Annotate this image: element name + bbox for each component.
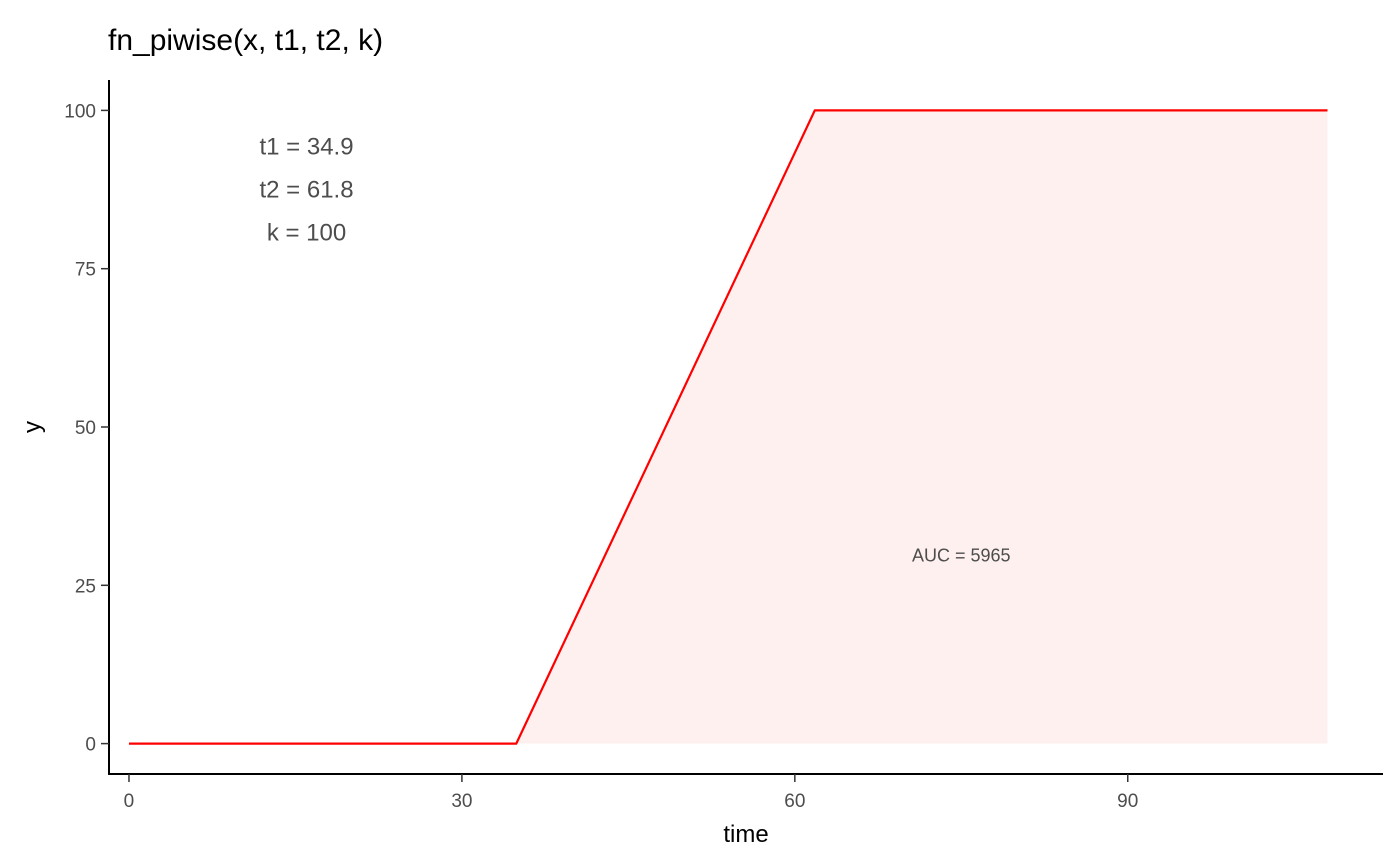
x-axis-title: time — [723, 821, 768, 848]
y-axis-title: y — [19, 421, 46, 433]
series-line-layer — [128, 109, 1328, 745]
y-tick-label-100: 100 — [64, 101, 96, 122]
y-tick-label-25: 25 — [75, 576, 96, 597]
auc-area — [516, 110, 1328, 744]
chart-title: fn_piwise(x, t1, t2, k) — [108, 24, 383, 57]
y-tick-label-0: 0 — [85, 735, 96, 756]
x-tick-label-30: 30 — [451, 791, 472, 812]
param-annotation-line-0: t1 = 34.9 — [259, 134, 353, 161]
auc-area-layer — [516, 110, 1328, 744]
y-ticks: 0 25 50 75 100 — [64, 101, 109, 756]
y-tick-label-50: 50 — [75, 418, 96, 439]
auc-annotation-0: AUC = 5965 — [912, 546, 1011, 566]
param-annotation-line-2: k = 100 — [267, 220, 346, 247]
x-ticks: 0 30 60 90 — [124, 774, 1138, 812]
annotations: t1 = 34.9 t2 = 61.8 k = 100 AUC = 5965 — [259, 134, 1010, 566]
series-line-0 — [128, 109, 1328, 745]
param-annotation-line-1: t2 = 61.8 — [259, 177, 353, 204]
x-tick-label-0: 0 — [124, 791, 135, 812]
x-tick-label-90: 90 — [1117, 791, 1138, 812]
x-tick-label-60: 60 — [784, 791, 805, 812]
y-tick-label-75: 75 — [75, 260, 96, 281]
